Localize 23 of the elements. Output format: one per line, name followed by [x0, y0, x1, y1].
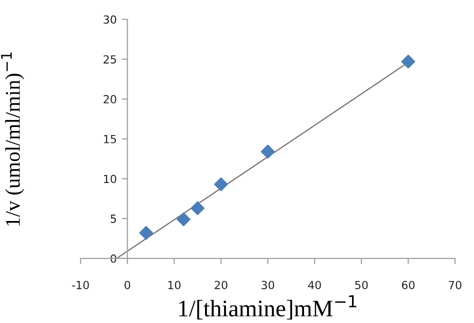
x-axis-title: 1/[thiamine]mM$^{−1}$	[179, 295, 356, 320]
x-tick-label: 40	[308, 280, 321, 290]
point	[190, 201, 205, 216]
x-tick-label: 30	[262, 280, 274, 290]
x-tick-label: 10	[168, 280, 181, 290]
y-tick-label: 15	[104, 135, 116, 144]
x-tick-label: 20	[214, 280, 228, 290]
y-axis-title: 1/v (umol/ml/min)$^{−1}$	[1, 52, 24, 226]
point	[260, 144, 275, 159]
point	[214, 177, 228, 192]
point	[401, 54, 416, 69]
x-tick-label: -10	[72, 280, 89, 290]
y-tick-label: 30	[104, 15, 116, 24]
y-tick-label: 10	[104, 174, 116, 184]
x-tick-label: 60	[402, 280, 415, 290]
point	[139, 226, 154, 240]
point	[176, 212, 190, 226]
x-tick-label: 70	[448, 280, 462, 290]
x-tick-label: 50	[355, 280, 368, 290]
y-tick-label: 5	[110, 214, 116, 223]
x-tick-label: 0	[124, 280, 130, 290]
y-tick-label: 20	[104, 95, 116, 104]
y-tick-label: 25	[104, 55, 116, 64]
